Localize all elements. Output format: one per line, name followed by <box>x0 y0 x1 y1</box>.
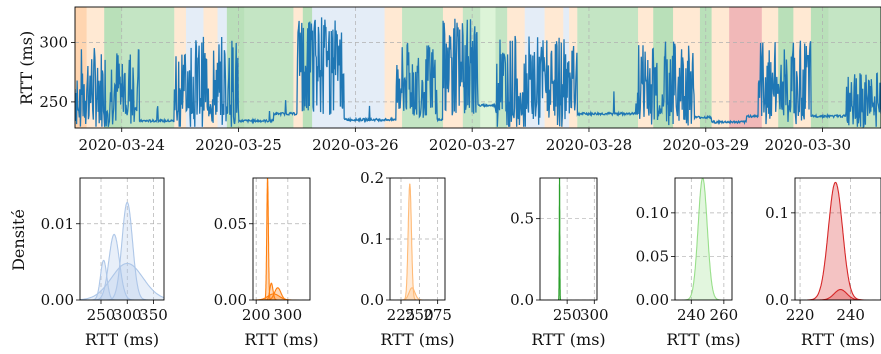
x-tick-label: 275 <box>423 306 452 324</box>
density-curve-3 <box>80 262 164 300</box>
class-segment-4 <box>174 7 186 128</box>
density-curve-4 <box>91 259 117 300</box>
density-curve-1 <box>684 178 721 300</box>
y-tick-label: 0.0 <box>360 291 384 309</box>
y-tick-label: 0.1 <box>360 230 384 248</box>
density-x-axis-label: RTT (ms) <box>666 330 740 349</box>
density-plot-area <box>390 178 445 300</box>
y-tick-label: 300 <box>39 34 68 52</box>
x-tick-label: 2020-03-29 <box>663 136 749 154</box>
x-tick-label: 2020-03-26 <box>312 136 398 154</box>
timeseries-frame <box>74 6 881 129</box>
x-tick-label: 300 <box>274 306 303 324</box>
y-tick-label: 0.01 <box>41 215 74 233</box>
x-tick-label: 220 <box>786 306 815 324</box>
density-x-axis-label: RTT (ms) <box>244 330 318 349</box>
x-tick-label: 2020-03-30 <box>765 136 851 154</box>
density-frame <box>674 177 733 301</box>
density-curve-1 <box>263 178 272 300</box>
x-tick-label: 2020-03-28 <box>546 136 632 154</box>
density-curve-2 <box>400 287 424 300</box>
class-segment-29 <box>711 7 730 128</box>
class-segment-2 <box>104 7 122 128</box>
density-curve-1 <box>557 178 562 300</box>
rtt-line <box>75 17 881 128</box>
density-curve-1 <box>807 181 864 300</box>
density-curve-2 <box>93 233 136 300</box>
density-curve-1 <box>403 183 417 300</box>
class-segment-30 <box>729 7 762 128</box>
density-x-axis-label: RTT (ms) <box>801 330 875 349</box>
density-x-axis-label: RTT (ms) <box>85 330 159 349</box>
x-tick-label: 250 <box>87 306 116 324</box>
x-tick-label: 350 <box>139 306 168 324</box>
density-plot-area <box>675 178 732 300</box>
y-tick-label: 0.0 <box>765 291 789 309</box>
class-segment-34 <box>810 7 829 128</box>
y-tick-label: 0.00 <box>636 291 669 309</box>
y-tick-label: 0.00 <box>41 291 74 309</box>
y-tick-label: 0.10 <box>636 204 669 222</box>
class-segment-10 <box>293 7 303 128</box>
x-tick-label: 2020-03-25 <box>195 136 281 154</box>
x-tick-label: 225 <box>387 306 416 324</box>
x-tick-label: 200 <box>242 306 271 324</box>
class-segment-17 <box>480 7 496 128</box>
y-tick-label: 0.2 <box>360 169 384 187</box>
x-tick-label: 240 <box>836 306 865 324</box>
density-frame <box>539 177 598 301</box>
density-curve-4 <box>253 293 297 300</box>
timeseries-plot-area <box>75 7 881 128</box>
density-plot-area <box>795 178 881 300</box>
density-chart-6: 0.0 0.1 220 240 RTT (ms) <box>765 177 881 349</box>
x-tick-label: 260 <box>710 306 739 324</box>
y-tick-label: 250 <box>39 93 68 111</box>
density-frame <box>252 177 311 301</box>
x-tick-label: 250 <box>405 306 434 324</box>
y-tick-label: 0.5 <box>510 210 534 228</box>
density-y-axis-label: Densité <box>9 209 28 271</box>
density-chart-5: 0.00 0.05 0.10 240 260 RTT (ms) <box>636 177 741 349</box>
x-tick-label: 2020-03-27 <box>429 136 515 154</box>
density-x-axis-label: RTT (ms) <box>380 330 454 349</box>
density-x-axis-label: RTT (ms) <box>531 330 605 349</box>
x-tick-label: 240 <box>677 306 706 324</box>
x-tick-label: 250 <box>553 306 582 324</box>
class-segment-24 <box>577 7 639 128</box>
y-tick-label: 0.1 <box>765 204 789 222</box>
density-curve-1 <box>106 201 149 300</box>
density-plot-area <box>540 178 597 300</box>
y-tick-label: 0.05 <box>636 247 669 265</box>
class-segment-28 <box>699 7 712 128</box>
density-plot-area <box>80 178 164 300</box>
density-frame <box>794 177 881 301</box>
class-segment-13 <box>384 7 403 128</box>
density-frame <box>79 177 165 301</box>
y-tick-label: 0.00 <box>214 291 247 309</box>
x-tick-label: 300 <box>113 306 142 324</box>
x-tick-label: 300 <box>580 306 609 324</box>
rtt-timeseries-chart: 250 300 2020-03-24 2020-03-25 2020-03-26 2020… <box>39 6 881 154</box>
y-tick-label: 0.0 <box>510 291 534 309</box>
timeseries-y-axis-label: RTT (ms) <box>17 31 36 105</box>
density-plot-area <box>253 178 310 300</box>
y-tick-label: 0.05 <box>214 215 247 233</box>
density-chart-2: 0.00 0.05 200 300 RTT (ms) <box>214 177 319 349</box>
x-tick-label: 2020-03-24 <box>78 136 164 154</box>
